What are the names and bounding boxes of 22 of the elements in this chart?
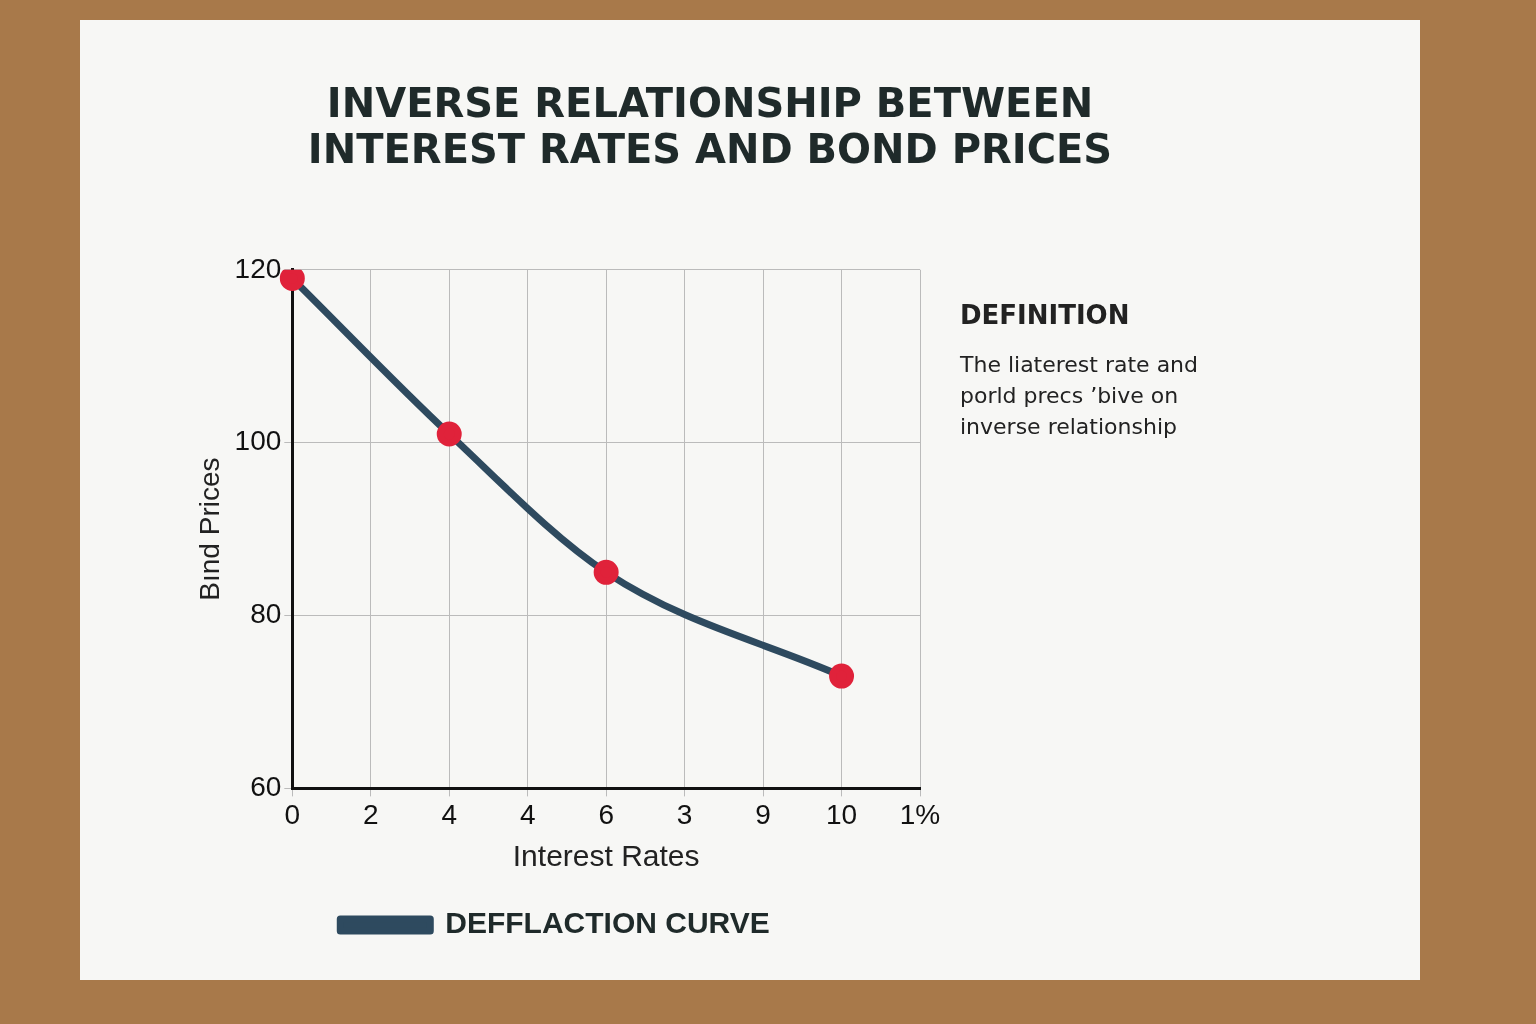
point <box>829 663 855 689</box>
x-tick-label: 1% <box>899 798 941 830</box>
chart-title: INVERSE RELATIONSHIP BETWEEN INTEREST RATES AND BOND PRICES <box>306 80 1114 172</box>
x-tick-label: 6 <box>598 798 614 830</box>
x-tick-label: 9 <box>755 798 771 830</box>
y-tick-label: 60 <box>250 771 282 803</box>
point <box>593 559 619 585</box>
x-tick-label: 2 <box>362 798 379 830</box>
text: DEFINITION <box>960 300 1131 330</box>
x-tick-label: 3 <box>676 798 693 830</box>
point <box>436 421 462 447</box>
legend-label: DEFFLACTION CURVE <box>445 906 770 940</box>
x-tick-label: 0 <box>284 798 301 830</box>
x-tick-label: 4 <box>519 798 536 830</box>
text: The liaterest rate and porld precs ʼbive on inverse relationship <box>960 351 1200 441</box>
y-axis-title: Bınd Prices <box>193 457 225 601</box>
x-tick-label: 4 <box>441 798 458 830</box>
x-axis-title: Interest Rates <box>512 839 700 873</box>
y-tick-label: 80 <box>250 598 282 630</box>
x-tick-label: 10 <box>825 798 858 830</box>
y-tick-label: 120 <box>234 252 282 284</box>
y-tick-label: 100 <box>234 425 282 457</box>
